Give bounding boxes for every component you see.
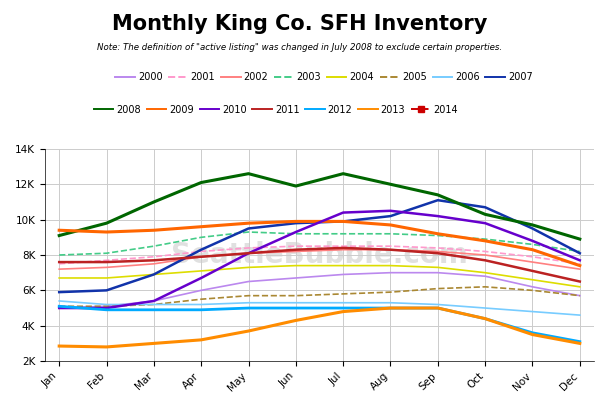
Legend: 2008, 2009, 2010, 2011, 2012, 2013, 2014: 2008, 2009, 2010, 2011, 2012, 2013, 2014 bbox=[90, 101, 462, 118]
Text: SeattleBubble.com: SeattleBubble.com bbox=[171, 241, 468, 269]
Text: Note: The definition of "active listing" was changed in July 2008 to exclude cer: Note: The definition of "active listing"… bbox=[97, 43, 503, 52]
Text: Monthly King Co. SFH Inventory: Monthly King Co. SFH Inventory bbox=[112, 14, 488, 34]
Legend: 2000, 2001, 2002, 2003, 2004, 2005, 2006, 2007: 2000, 2001, 2002, 2003, 2004, 2005, 2006… bbox=[112, 68, 536, 86]
